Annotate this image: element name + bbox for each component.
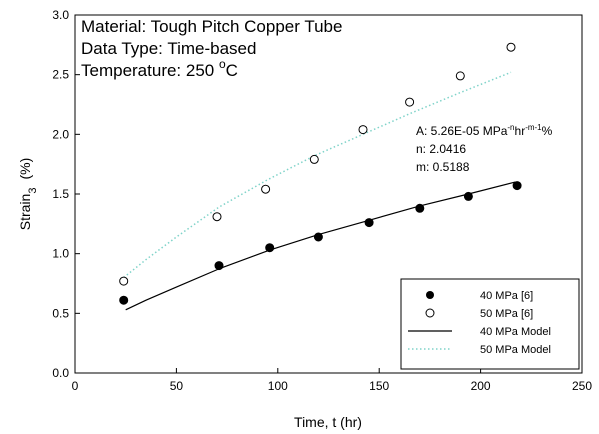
- data-point-40mpa: [463, 191, 473, 201]
- parameter-a: A: 5.26E-05 MPa-nhr-m-1%: [416, 123, 553, 138]
- y-tick-label: 0.5: [52, 306, 69, 320]
- temperature-unit: C: [226, 61, 238, 80]
- y-tick-label: 3.0: [52, 8, 69, 22]
- parameter-m: m: 0.5188: [416, 160, 470, 174]
- y-tick-labels: 0.0 0.5 1.0 1.5 2.0 2.5 3.0: [52, 8, 69, 380]
- data-point-50mpa: [455, 71, 465, 81]
- x-tick-label: 0: [72, 379, 79, 393]
- model-line-40mpa: [125, 181, 516, 311]
- legend: 40 MPa [6] 50 MPa [6] 40 MPa Model 50 MP…: [400, 278, 580, 370]
- temperature-degree: o: [219, 57, 226, 71]
- data-point-50mpa: [358, 125, 368, 135]
- temperature-text: Temperature: 250: [81, 61, 219, 80]
- legend-label-50mpa-data: 50 MPa [6]: [480, 308, 533, 320]
- x-tick-label: 200: [471, 379, 491, 393]
- parameter-a-exponent-n: -n: [507, 123, 514, 132]
- x-tick-labels: 0 50 100 150 200 250: [72, 379, 593, 393]
- y-tick-label: 0.0: [52, 366, 69, 380]
- y-axis-title: Strain3 (%): [17, 158, 39, 230]
- parameter-a-percent: %: [542, 124, 553, 138]
- x-axis-title: Time, t (hr): [294, 414, 362, 430]
- y-tick-label: 1.5: [52, 187, 69, 201]
- y-axis-title-main: Strain: [17, 194, 33, 231]
- data-point-50mpa: [212, 212, 222, 222]
- data-point-40mpa: [364, 218, 374, 228]
- parameter-a-exponent-m: -m-1: [525, 123, 542, 132]
- data-point-50mpa: [309, 154, 319, 164]
- legend-label-50mpa-model: 50 MPa Model: [480, 344, 551, 356]
- y-tick-label: 2.5: [52, 68, 69, 82]
- data-point-40mpa: [265, 243, 275, 253]
- data-point-50mpa: [119, 276, 129, 286]
- legend-marker-40mpa-data: [426, 291, 434, 299]
- data-point-50mpa: [506, 42, 516, 52]
- temperature-annotation: Temperature: 250 oC: [81, 57, 238, 80]
- y-axis-title-subscript: 3: [27, 188, 39, 194]
- parameter-a-text: A: 5.26E-05 MPa: [416, 124, 508, 138]
- x-tick-label: 100: [268, 379, 288, 393]
- legend-label-40mpa-data: 40 MPa [6]: [480, 290, 533, 302]
- x-tick-label: 250: [572, 379, 592, 393]
- y-tick-label: 1.0: [52, 247, 69, 261]
- data-point-40mpa: [214, 261, 224, 271]
- model-line-50mpa: [123, 71, 512, 279]
- data-point-40mpa: [512, 181, 522, 191]
- data-point-40mpa: [119, 295, 129, 305]
- data-type-annotation: Data Type: Time-based: [81, 39, 256, 58]
- x-tick-label: 150: [369, 379, 389, 393]
- y-axis-title-unit: (%): [17, 158, 33, 180]
- data-point-50mpa: [261, 184, 271, 194]
- legend-label-40mpa-model: 40 MPa Model: [480, 326, 551, 338]
- legend-marker-50mpa-data: [425, 308, 435, 318]
- data-point-40mpa: [415, 203, 425, 213]
- parameter-a-unit-hr: hr: [515, 124, 526, 138]
- parameter-n: n: 2.0416: [416, 142, 466, 156]
- data-point-40mpa: [313, 232, 323, 242]
- y-tick-label: 2.0: [52, 127, 69, 141]
- axis-ticks: [74, 14, 583, 374]
- material-annotation: Material: Tough Pitch Copper Tube: [81, 17, 342, 36]
- data-point-50mpa: [405, 97, 415, 107]
- data-series: [119, 42, 522, 311]
- x-tick-label: 50: [170, 379, 184, 393]
